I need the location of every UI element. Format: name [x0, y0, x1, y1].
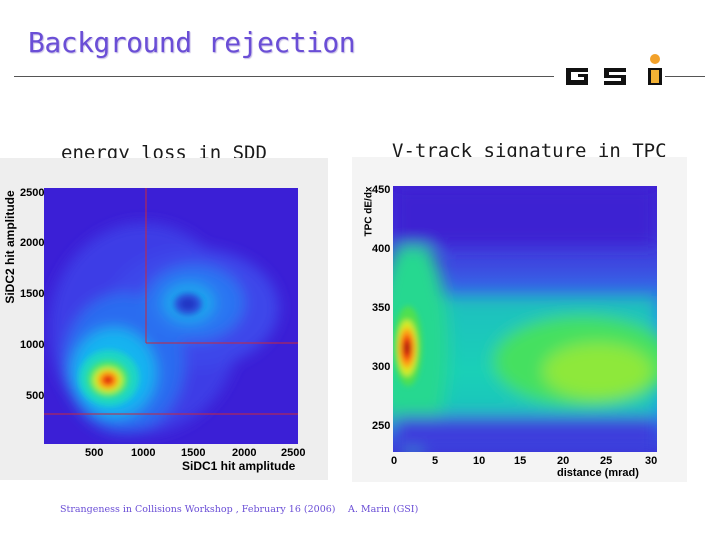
right-x-axis-label: distance (mrad)	[557, 467, 639, 479]
right-x-tick: 15	[514, 455, 527, 467]
footer-conference: Strangeness in Collisions Workshop , Feb…	[60, 504, 336, 515]
right-y-tick: 450	[372, 184, 391, 196]
right-x-tick: 30	[645, 455, 658, 467]
left-y-tick: 500	[26, 390, 45, 402]
left-y-tick: 1500	[20, 288, 45, 300]
left-x-tick: 2000	[232, 447, 257, 459]
footer-author: A. Marin (GSI)	[348, 504, 419, 515]
title-divider	[14, 76, 554, 77]
right-x-tick: 10	[473, 455, 486, 467]
left-y-axis-label: SiDC2 hit amplitude	[3, 190, 17, 304]
right-y-tick: 350	[372, 302, 391, 314]
left-x-tick: 1500	[181, 447, 206, 459]
right-y-tick: 300	[372, 361, 391, 373]
slide-title: Background rejection	[28, 26, 356, 59]
right-x-tick: 25	[600, 455, 613, 467]
title-divider-right	[665, 76, 705, 77]
left-x-tick: 2500	[281, 447, 306, 459]
right-x-tick: 20	[557, 455, 570, 467]
right-y-tick: 250	[372, 420, 391, 432]
left-x-axis-label: SiDC1 hit amplitude	[182, 459, 296, 473]
gsi-logo-icon	[562, 54, 662, 86]
left-y-tick: 2500	[20, 187, 45, 199]
gsi-logo	[560, 52, 670, 88]
right-y-tick: 400	[372, 243, 391, 255]
left-x-tick: 1000	[131, 447, 156, 459]
left-x-tick: 500	[85, 447, 104, 459]
sdd-heatmap	[44, 188, 298, 444]
right-plot-caption: V-track signature in TPC	[392, 140, 667, 162]
left-y-tick: 2000	[20, 237, 45, 249]
left-y-tick: 1000	[20, 339, 45, 351]
right-x-tick: 5	[432, 455, 439, 467]
right-x-tick: 0	[391, 455, 398, 467]
tpc-heatmap	[393, 186, 657, 452]
